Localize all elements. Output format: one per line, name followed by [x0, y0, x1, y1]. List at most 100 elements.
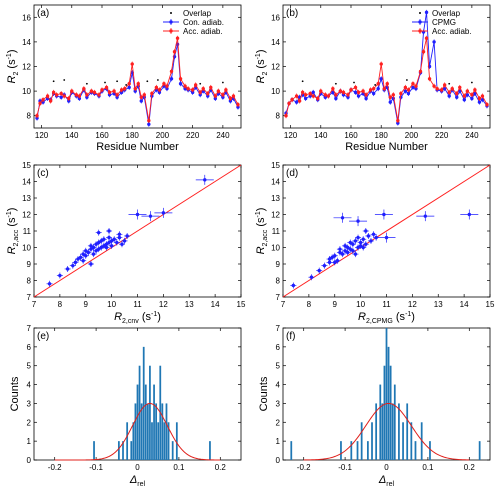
data-point: [96, 247, 101, 251]
data-point: [78, 255, 83, 260]
y-tick-label: 12: [271, 63, 280, 72]
red-point: [119, 88, 124, 92]
x-tick-label: 240: [465, 131, 479, 140]
histogram-bar: [130, 441, 133, 460]
data-point: [343, 249, 347, 253]
y-tick-label: 9: [276, 260, 281, 269]
red-point: [396, 118, 400, 123]
blue-point: [388, 100, 392, 104]
y-tick-label: 3: [276, 399, 281, 408]
data-point: [340, 252, 345, 256]
overlap-point: [405, 79, 408, 81]
data-point: [374, 235, 378, 240]
data-point: [99, 239, 103, 243]
data-point: [148, 214, 153, 218]
axes-frame: [282, 4, 491, 129]
histogram-bar: [379, 384, 382, 460]
y-tick-label: 12: [22, 63, 31, 72]
red-point: [51, 90, 56, 95]
series-line: [285, 38, 488, 121]
red-point: [54, 93, 59, 97]
data-point: [317, 268, 321, 273]
red-point: [424, 36, 429, 40]
histogram-bar: [165, 403, 168, 460]
x-axis-label: Δrel: [129, 474, 146, 488]
data-point: [353, 252, 358, 256]
data-point: [71, 263, 75, 268]
overlap-point: [104, 81, 106, 84]
y-tick-label: 8: [276, 112, 281, 121]
legend-entry: Overlap: [183, 9, 212, 18]
y-tick-label: 13: [271, 194, 280, 203]
y-tick-label: 6: [276, 343, 281, 352]
y-tick-label: 3: [27, 399, 32, 408]
data-point: [109, 239, 114, 243]
data-point: [348, 247, 352, 251]
y-tick-label: 2: [27, 418, 32, 427]
red-point: [209, 85, 213, 90]
red-point: [406, 88, 411, 92]
red-point: [432, 84, 436, 88]
data-point: [120, 242, 124, 246]
data-point: [338, 247, 342, 251]
histogram-bar: [366, 441, 369, 460]
histogram-bar: [155, 403, 158, 460]
x-tick-label: 14: [460, 300, 469, 309]
panel-label: (e): [37, 331, 49, 342]
data-point: [327, 260, 332, 265]
y-tick-label: 7: [276, 324, 281, 333]
gaussian-fit-curve: [54, 402, 221, 461]
data-point: [356, 235, 360, 240]
y-tick-label: 8: [27, 112, 32, 121]
x-tick-label: 10: [107, 300, 116, 309]
red-point: [385, 82, 389, 86]
histogram-bar: [117, 441, 120, 460]
red-point: [480, 94, 485, 98]
red-point: [85, 93, 89, 97]
red-point: [346, 93, 350, 97]
red-point: [303, 93, 308, 97]
histogram-bar: [371, 422, 373, 460]
legend-entry: Acc. adiab.: [183, 27, 223, 36]
histogram-bar: [385, 328, 388, 460]
x-tick-label: 9: [84, 300, 89, 309]
x-axis-label: R2,CPMG (s-1): [358, 311, 415, 325]
y-tick-label: 9: [27, 260, 32, 269]
data-point: [122, 239, 127, 243]
red-point: [364, 93, 368, 97]
blue-point: [465, 93, 470, 97]
data-point: [161, 211, 166, 215]
y-tick-label: 15: [22, 161, 31, 170]
panel-label: (a): [37, 8, 49, 19]
red-point: [287, 101, 291, 106]
legend-marker: [169, 20, 173, 24]
red-point: [341, 90, 346, 95]
identity-line: [282, 164, 491, 298]
panel-label: (c): [37, 168, 49, 179]
data-point: [86, 250, 91, 255]
y-tick-label: 2: [276, 418, 281, 427]
y-tick-label: 4: [276, 381, 281, 390]
x-tick-label: 140: [314, 131, 328, 140]
histogram-bar: [429, 441, 431, 460]
histogram-bar: [375, 403, 378, 460]
red-point: [112, 89, 116, 93]
data-point: [94, 249, 98, 253]
x-tick-label: 160: [95, 131, 109, 140]
y-tick-label: 16: [271, 13, 280, 22]
data-point: [382, 212, 386, 217]
data-point: [107, 240, 111, 245]
y-axis-label: R2,acc (s-1): [255, 208, 269, 255]
red-point: [133, 86, 137, 91]
red-point: [294, 94, 299, 98]
x-tick-label: -0.1: [338, 463, 352, 472]
red-point: [319, 89, 323, 93]
blue-point: [447, 94, 451, 98]
red-point: [107, 90, 112, 95]
data-point: [351, 242, 355, 246]
overlap-point: [470, 81, 473, 84]
red-point: [67, 96, 71, 101]
data-point: [361, 237, 365, 241]
blue-point: [406, 91, 411, 96]
x-axis-label: R2,cnv (s-1): [114, 311, 161, 325]
